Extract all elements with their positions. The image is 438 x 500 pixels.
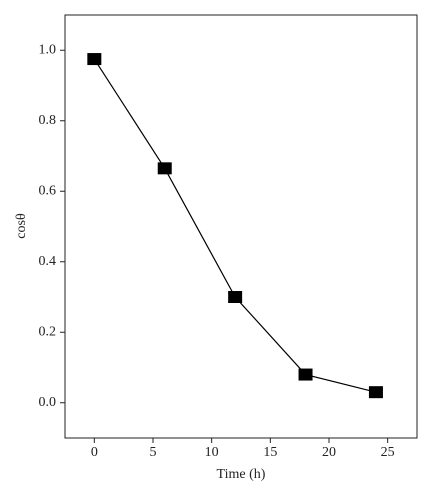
y-tick-label: 0.8 — [39, 113, 57, 128]
y-tick-label: 0.4 — [39, 254, 57, 269]
x-tick-label: 10 — [205, 445, 219, 460]
y-tick-label: 1.0 — [39, 42, 57, 57]
y-tick-label: 0.0 — [39, 395, 57, 410]
x-tick-label: 0 — [91, 445, 98, 460]
plot-frame — [64, 14, 418, 439]
x-tick-label: 20 — [322, 445, 336, 460]
y-tick-label: 0.2 — [39, 324, 57, 339]
point-marker — [368, 386, 383, 399]
y-tick-label: 0.6 — [39, 183, 57, 198]
x-axis-label: Time (h) — [217, 467, 266, 482]
x-tick-label: 15 — [263, 445, 277, 460]
y-axis-label: cosθ — [14, 213, 29, 239]
x-tick-label: 5 — [150, 445, 157, 460]
point-marker — [298, 368, 313, 381]
point-marker — [228, 291, 243, 303]
series-line — [93, 58, 377, 393]
point-marker — [157, 162, 172, 175]
x-tick-label: 25 — [381, 445, 395, 460]
point-marker — [87, 53, 102, 66]
